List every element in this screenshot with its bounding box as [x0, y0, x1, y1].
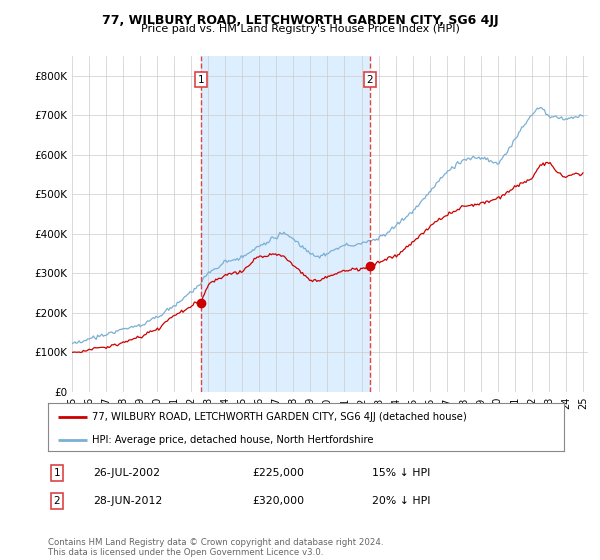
Text: HPI: Average price, detached house, North Hertfordshire: HPI: Average price, detached house, Nort… — [92, 435, 373, 445]
Text: £225,000: £225,000 — [252, 468, 304, 478]
Text: 1: 1 — [197, 74, 204, 85]
Text: 2: 2 — [367, 74, 373, 85]
Text: 1: 1 — [53, 468, 61, 478]
Bar — [201, 56, 370, 392]
Text: 2: 2 — [53, 496, 61, 506]
Text: Price paid vs. HM Land Registry's House Price Index (HPI): Price paid vs. HM Land Registry's House … — [140, 24, 460, 34]
Text: 15% ↓ HPI: 15% ↓ HPI — [372, 468, 430, 478]
Text: 77, WILBURY ROAD, LETCHWORTH GARDEN CITY, SG6 4JJ (detached house): 77, WILBURY ROAD, LETCHWORTH GARDEN CITY… — [92, 412, 467, 422]
Text: 77, WILBURY ROAD, LETCHWORTH GARDEN CITY, SG6 4JJ: 77, WILBURY ROAD, LETCHWORTH GARDEN CITY… — [101, 14, 499, 27]
Text: 26-JUL-2002: 26-JUL-2002 — [93, 468, 160, 478]
Text: Contains HM Land Registry data © Crown copyright and database right 2024.
This d: Contains HM Land Registry data © Crown c… — [48, 538, 383, 557]
Text: 28-JUN-2012: 28-JUN-2012 — [93, 496, 162, 506]
Text: £320,000: £320,000 — [252, 496, 304, 506]
Text: 20% ↓ HPI: 20% ↓ HPI — [372, 496, 431, 506]
